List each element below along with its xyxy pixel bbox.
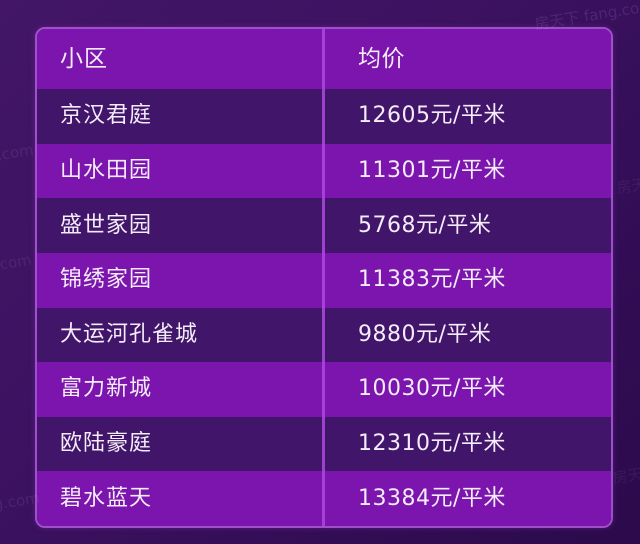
fang-watermark-partial: 房天下 fang.com xyxy=(615,161,640,198)
community-name: 富力新城 xyxy=(60,376,153,402)
table-row: 盛世家园 5768元/平米 xyxy=(37,198,611,253)
average-price: 12605元/平米 xyxy=(358,103,506,129)
community-name: 碧水蓝天 xyxy=(60,485,153,511)
table-row: 大运河孔雀城 9880元/平米 xyxy=(37,307,611,363)
table-row: 富力新城 10030元/平米 xyxy=(37,362,611,417)
table-row: 京汉君庭 12605元/平米 xyxy=(37,89,611,144)
fang-watermark-partial: 房天下 fang.com xyxy=(611,451,640,488)
average-price: 9880元/平米 xyxy=(358,321,492,347)
column-header-community: 小区 xyxy=(60,45,108,72)
table-header-row: 小区 均价 xyxy=(37,29,611,89)
community-name: 盛世家园 xyxy=(60,212,153,238)
community-name: 京汉君庭 xyxy=(60,103,153,129)
community-price-table: 小区 均价 京汉君庭 12605元/平米 山水田园 11301元/平米 盛世家园… xyxy=(35,27,613,528)
table-row: 锦绣家园 11383元/平米 xyxy=(37,252,611,308)
community-name: 锦绣家园 xyxy=(60,267,153,293)
column-header-price: 均价 xyxy=(358,45,405,72)
community-name: 山水田园 xyxy=(60,157,153,183)
average-price: 11383元/平米 xyxy=(358,267,506,293)
average-price: 10030元/平米 xyxy=(358,376,506,402)
table-row: 山水田园 11301元/平米 xyxy=(37,143,611,199)
average-price: 12310元/平米 xyxy=(358,431,506,457)
average-price: 5768元/平米 xyxy=(358,212,492,238)
community-name: 欧陆豪庭 xyxy=(60,431,153,457)
community-name: 大运河孔雀城 xyxy=(60,321,199,347)
average-price: 11301元/平米 xyxy=(358,157,506,183)
fang-watermark-partial: 房天下 fang.com xyxy=(0,140,35,178)
table-row: 欧陆豪庭 12310元/平米 xyxy=(37,416,611,472)
table-row: 碧水蓝天 13384元/平米 xyxy=(37,471,611,526)
average-price: 13384元/平米 xyxy=(358,485,506,511)
fang-watermark-partial: 房天下 fang.com xyxy=(0,250,33,288)
